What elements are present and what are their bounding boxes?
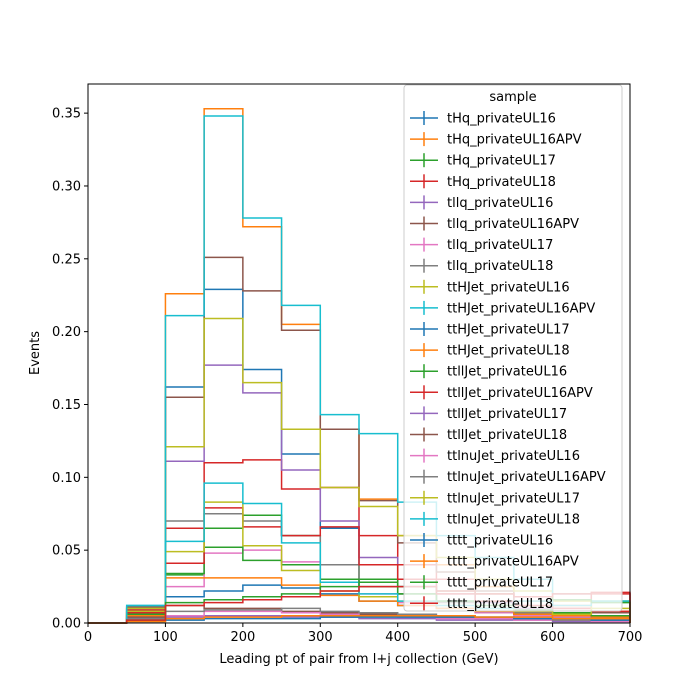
legend-item: ttHJet_privateUL16APV <box>410 300 595 316</box>
x-tick-label: 700 <box>618 630 643 645</box>
legend-item: ttllJet_privateUL16 <box>410 364 567 380</box>
x-tick-label: 0 <box>84 630 92 645</box>
legend-label: ttHJet_privateUL17 <box>447 323 570 338</box>
legend-item: ttHJet_privateUL17 <box>410 322 570 338</box>
legend-item: tllq_privateUL16APV <box>410 216 579 232</box>
legend-label: tllq_privateUL17 <box>447 238 553 253</box>
legend-item: ttllJet_privateUL17 <box>410 406 567 422</box>
legend-label: ttlnuJet_privateUL18 <box>447 512 580 527</box>
legend-label: tllq_privateUL16APV <box>447 217 579 232</box>
x-tick-label: 300 <box>308 630 333 645</box>
legend-label: ttHJet_privateUL18 <box>447 344 570 359</box>
legend-label: ttlnuJet_privateUL16APV <box>447 470 606 485</box>
legend-item: tHq_privateUL16APV <box>410 132 582 148</box>
legend-item: tttt_privateUL16 <box>410 533 553 549</box>
legend-label: ttllJet_privateUL18 <box>447 428 567 443</box>
x-tick-label: 600 <box>540 630 565 645</box>
x-tick-label: 200 <box>230 630 255 645</box>
y-tick-label: 0.00 <box>52 617 81 632</box>
legend: sample tHq_privateUL16 tHq_privateUL16APV… <box>403 84 623 612</box>
legend-item: tHq_privateUL17 <box>410 153 556 169</box>
legend-item: ttlnuJet_privateUL18 <box>410 511 580 527</box>
legend-item: ttHJet_privateUL18 <box>410 343 570 359</box>
x-axis-label: Leading pt of pair from l+j collection (… <box>219 652 498 667</box>
legend-item: tllq_privateUL18 <box>410 258 553 274</box>
legend-label: ttHJet_privateUL16 <box>447 280 570 295</box>
legend-label: tllq_privateUL18 <box>447 259 553 274</box>
legend-label: tttt_privateUL16 <box>447 534 553 549</box>
x-tick-label: 500 <box>463 630 488 645</box>
y-tick-label: 0.10 <box>52 471 81 486</box>
legend-item: tHq_privateUL16 <box>410 111 556 127</box>
legend-item: ttHJet_privateUL16 <box>410 279 570 295</box>
legend-label: ttHJet_privateUL16APV <box>447 301 595 316</box>
legend-label: ttllJet_privateUL16APV <box>447 386 593 401</box>
y-tick-label: 0.35 <box>52 107 81 122</box>
legend-item: ttlnuJet_privateUL17 <box>410 490 580 506</box>
legend-label: tHq_privateUL16APV <box>447 133 582 148</box>
legend-item: tttt_privateUL17 <box>410 575 553 591</box>
series-line-ttlnuJet_privateUL17 <box>88 501 631 624</box>
y-tick-label: 0.20 <box>52 325 81 340</box>
legend-title: sample <box>489 90 536 105</box>
legend-item: tllq_privateUL16 <box>410 195 553 211</box>
legend-label: tHq_privateUL17 <box>447 154 556 169</box>
y-tick-label: 0.25 <box>52 252 81 267</box>
legend-item: tHq_privateUL18 <box>410 174 556 190</box>
legend-item: ttlnuJet_privateUL16APV <box>410 469 606 485</box>
legend-item: ttllJet_privateUL18 <box>410 427 567 443</box>
legend-label: tttt_privateUL17 <box>447 576 553 591</box>
legend-box <box>403 84 623 612</box>
y-axis-label: Events <box>28 331 43 375</box>
legend-items: tHq_privateUL16 tHq_privateUL16APV tHq_pri… <box>410 111 606 612</box>
x-tick-label: 400 <box>385 630 410 645</box>
x-tick-label: 100 <box>153 630 178 645</box>
legend-item: tllq_privateUL17 <box>410 237 553 253</box>
legend-label: tHq_privateUL16 <box>447 112 556 127</box>
legend-label: ttllJet_privateUL17 <box>447 407 567 422</box>
legend-label: ttllJet_privateUL16 <box>447 365 567 380</box>
y-tick-label: 0.30 <box>52 179 81 194</box>
legend-item: ttllJet_privateUL16APV <box>410 385 593 401</box>
legend-label: ttlnuJet_privateUL17 <box>447 491 580 506</box>
legend-label: tHq_privateUL18 <box>447 175 556 190</box>
legend-label: tllq_privateUL16 <box>447 196 553 211</box>
legend-label: tttt_privateUL16APV <box>447 555 579 570</box>
y-tick-label: 0.15 <box>52 398 81 413</box>
x-axis-ticks: 0 100 200 300 400 500 600 700 <box>84 623 643 645</box>
y-tick-label: 0.05 <box>52 544 81 559</box>
legend-item: ttlnuJet_privateUL16 <box>410 448 580 464</box>
legend-item: tttt_privateUL16APV <box>410 554 579 570</box>
legend-item: tttt_privateUL18 <box>410 596 553 612</box>
axes-frame <box>87 83 631 624</box>
legend-label: tttt_privateUL18 <box>447 597 553 612</box>
legend-label: ttlnuJet_privateUL16 <box>447 449 580 464</box>
y-axis-ticks: 0.00 0.05 0.10 0.15 0.20 0.25 0.30 0.35 <box>52 107 88 632</box>
